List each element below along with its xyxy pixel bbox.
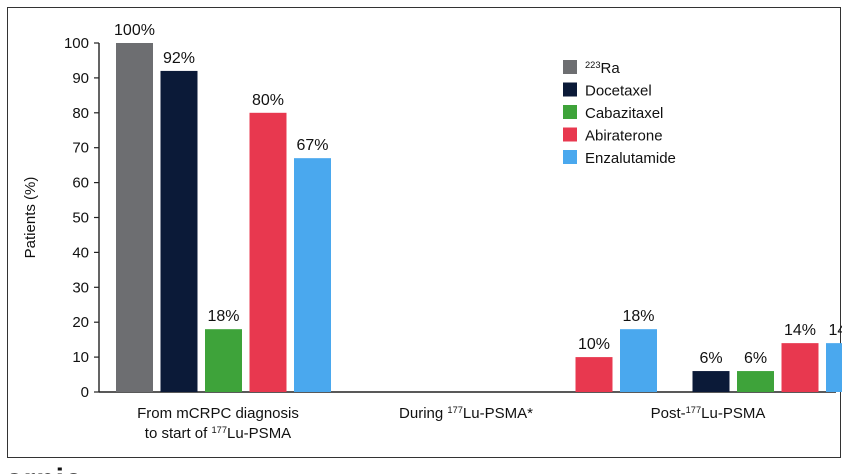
data-label: 6% bbox=[744, 350, 767, 367]
category-label: During 177Lu-PSMA* bbox=[399, 405, 533, 422]
y-tick-label: 80 bbox=[72, 105, 89, 122]
legend-label: Cabazitaxel bbox=[585, 105, 663, 122]
bar bbox=[294, 158, 331, 392]
data-label: 18% bbox=[622, 308, 654, 325]
bar bbox=[160, 70, 198, 393]
y-tick-label: 20 bbox=[72, 314, 89, 331]
data-label: 18% bbox=[207, 308, 239, 325]
y-tick-label: 0 bbox=[81, 384, 89, 401]
chart-frame: 0 10 20 30 40 50 60 70 80 90 100 Patients (%) 100% 92… bbox=[7, 7, 842, 458]
bar bbox=[620, 329, 657, 392]
category-label: From mCRPC diagnosis bbox=[137, 405, 299, 422]
data-label: 6% bbox=[699, 350, 722, 367]
data-label: 67% bbox=[296, 137, 328, 154]
legend-label: Docetaxel bbox=[585, 83, 652, 100]
data-label: 92% bbox=[163, 50, 195, 67]
bar bbox=[826, 343, 842, 392]
legend-swatch bbox=[563, 150, 577, 164]
y-tick-label: 60 bbox=[72, 175, 89, 192]
legend-swatch bbox=[563, 60, 577, 74]
legend-label: Abiraterone bbox=[585, 128, 663, 145]
bar bbox=[737, 371, 774, 392]
y-tick-label: 90 bbox=[72, 70, 89, 87]
data-label: 14% bbox=[828, 322, 842, 339]
bar bbox=[205, 329, 242, 392]
bar bbox=[575, 357, 613, 392]
legend-swatch bbox=[563, 82, 577, 97]
data-label: 80% bbox=[252, 92, 284, 109]
legend-label: 223Ra bbox=[585, 60, 620, 77]
cropped-footer-text: arnie bbox=[0, 459, 848, 474]
y-tick-label: 70 bbox=[72, 140, 89, 157]
bar bbox=[781, 343, 819, 392]
y-axis-label: Patients (%) bbox=[22, 177, 39, 259]
y-tick-label: 30 bbox=[72, 279, 89, 296]
legend-label: Enzalutamide bbox=[585, 150, 676, 167]
bar bbox=[116, 43, 153, 392]
footer-text: arnie bbox=[6, 465, 83, 474]
legend-swatch bbox=[563, 127, 577, 142]
legend-swatch bbox=[563, 105, 577, 119]
data-label: 100% bbox=[114, 22, 155, 39]
data-label: 14% bbox=[784, 322, 816, 339]
category-label: to start of 177Lu-PSMA bbox=[145, 425, 291, 442]
data-label: 10% bbox=[578, 336, 610, 353]
y-tick-label: 10 bbox=[72, 349, 89, 366]
y-tick-label: 50 bbox=[72, 210, 89, 227]
y-tick-label: 40 bbox=[72, 244, 89, 261]
bar bbox=[692, 371, 730, 392]
category-label: Post-177Lu-PSMA bbox=[651, 405, 766, 422]
bar bbox=[249, 112, 287, 393]
bar-chart: 0 10 20 30 40 50 60 70 80 90 100 Patients (%) 100% 92… bbox=[22, 22, 842, 442]
y-tick-label: 100 bbox=[64, 35, 89, 52]
